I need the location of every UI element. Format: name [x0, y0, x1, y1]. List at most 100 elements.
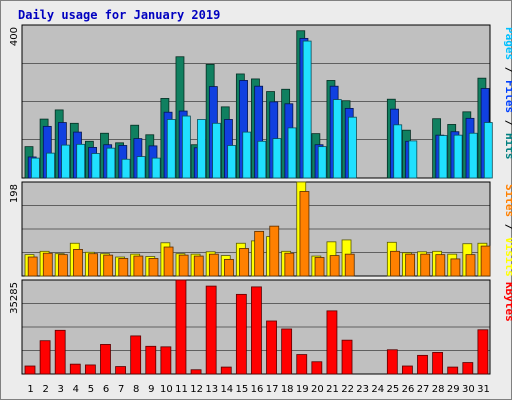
- kbytes-bar-kbytes-17: [266, 320, 277, 375]
- kbytes-bar-kbytes-18: [281, 328, 293, 375]
- x-tick-label-14: 14: [220, 384, 233, 395]
- kbytes-bar-kbytes-9: [145, 345, 157, 375]
- kbytes-bar-kbytes-3: [54, 329, 66, 375]
- x-tick-label-16: 16: [251, 384, 264, 395]
- kbytes-bar-kbytes-5: [84, 364, 96, 375]
- pages-files-hits-bar-pages-22: [348, 116, 357, 179]
- sites-visits-bar-sites-26: [405, 253, 416, 277]
- pages-files-hits-bar-pages-7: [121, 158, 131, 179]
- kbytes-bar-kbytes-8: [130, 335, 142, 375]
- sites-visits-bar-sites-9: [148, 258, 159, 277]
- kbytes-bar-kbytes-27: [417, 354, 428, 375]
- pages-files-hits-bar-pages-9: [151, 157, 161, 179]
- sites-visits-bar-sites-7: [118, 258, 129, 277]
- pages-files-hits-bar-pages-15: [242, 131, 252, 179]
- sites-visits-bar-sites-29: [450, 258, 461, 277]
- pages-files-hits-bar-pages-3: [61, 144, 70, 179]
- sites-visits-right-label: Sites / Visits: [503, 184, 512, 277]
- pages-files-hits-bar-pages-13: [212, 122, 221, 179]
- sites-visits-bar-sites-22: [344, 253, 355, 277]
- kbytes-bar-kbytes-4: [69, 363, 81, 375]
- x-tick-label-8: 8: [133, 384, 139, 395]
- pages-files-hits-right-label-part: /: [503, 60, 512, 80]
- x-tick-label-28: 28: [432, 384, 445, 395]
- kbytes-bar-kbytes-19: [296, 354, 308, 375]
- x-tick-label-20: 20: [311, 384, 324, 395]
- sites-visits-bar-sites-2: [42, 252, 53, 277]
- sites-visits-bar-sites-20: [314, 257, 325, 277]
- pages-files-hits-right-label-part: /: [503, 113, 512, 133]
- x-tick-label-17: 17: [266, 384, 279, 395]
- pages-files-hits-bar-pages-30: [468, 132, 478, 179]
- pages-files-hits-bar-pages-14: [227, 145, 237, 179]
- chart-title: Daily usage for January 2019: [18, 8, 220, 22]
- kbytes-bar-kbytes-25: [386, 349, 398, 375]
- sites-visits-bar-sites-8: [133, 255, 144, 277]
- pages-files-hits-bar-pages-25: [393, 124, 403, 179]
- x-tick-label-12: 12: [190, 384, 203, 395]
- pages-files-hits-bar-pages-20: [317, 146, 327, 179]
- x-tick-label-26: 26: [402, 384, 415, 395]
- kbytes-bar-kbytes-22: [341, 339, 353, 375]
- pages-files-hits-bar-pages-10: [166, 119, 176, 179]
- x-tick-label-5: 5: [88, 384, 94, 395]
- sites-visits-bar-sites-11: [178, 254, 189, 277]
- sites-visits-bar-sites-3: [57, 254, 68, 277]
- sites-visits-bar-sites-12: [193, 255, 204, 277]
- pages-files-hits-ymax-label: 400: [9, 27, 20, 46]
- sites-visits-bar-sites-14: [224, 258, 234, 277]
- sites-visits-ymax-label: 198: [9, 184, 20, 203]
- kbytes-right-label: KBytes: [503, 282, 512, 322]
- sites-visits-right-label-part: Sites: [503, 184, 512, 217]
- x-tick-label-1: 1: [27, 384, 33, 395]
- pages-files-hits-right-label-part: Hits: [503, 133, 512, 160]
- x-tick-label-10: 10: [160, 384, 173, 395]
- kbytes-bar-kbytes-7: [115, 366, 126, 375]
- kbytes-bar-kbytes-14: [220, 366, 232, 375]
- kbytes-bar-kbytes-26: [402, 365, 413, 375]
- x-tick-label-25: 25: [387, 384, 400, 395]
- kbytes-bar-kbytes-15: [235, 293, 247, 375]
- x-tick-label-4: 4: [73, 384, 79, 395]
- pages-files-hits-bar-pages-2: [46, 152, 55, 179]
- sites-visits-bar-sites-17: [269, 225, 280, 277]
- x-tick-label-15: 15: [236, 384, 249, 395]
- kbytes-bar-kbytes-1: [24, 365, 36, 375]
- sites-visits-bar-sites-31: [480, 245, 491, 277]
- sites-visits-bar-sites-6: [103, 254, 114, 277]
- kbytes-bar-kbytes-30: [462, 362, 474, 375]
- x-tick-label-11: 11: [175, 384, 188, 395]
- kbytes-bar-kbytes-28: [432, 352, 444, 375]
- x-tick-label-22: 22: [341, 384, 354, 395]
- pages-files-hits-right-label-part: Pages: [503, 27, 512, 60]
- kbytes-bar-kbytes-13: [205, 285, 217, 375]
- kbytes-ymax-label: 35285: [9, 282, 20, 314]
- pages-files-hits-bar-pages-31: [483, 122, 493, 179]
- kbytes-bar-kbytes-12: [190, 369, 202, 375]
- pages-files-hits-bar-pages-8: [136, 156, 146, 179]
- sites-visits-bar-sites-10: [163, 246, 174, 277]
- x-tick-label-31: 31: [477, 384, 490, 395]
- sites-visits-bar-sites-16: [254, 230, 265, 277]
- sites-visits-bar-sites-30: [465, 254, 476, 277]
- sites-visits-bar-sites-13: [208, 253, 219, 277]
- pages-files-hits-bar-pages-12: [197, 119, 206, 179]
- kbytes-bar-kbytes-21: [326, 310, 338, 375]
- kbytes-bar-kbytes-29: [447, 366, 459, 375]
- kbytes-bar-kbytes-20: [311, 361, 323, 375]
- pages-files-hits-bar-pages-18: [287, 127, 297, 179]
- sites-visits-right-label-part: Visits: [503, 237, 512, 277]
- x-tick-label-2: 2: [42, 384, 48, 395]
- pages-files-hits-bar-pages-19: [302, 40, 312, 179]
- sites-visits-bar-sites-15: [239, 248, 249, 277]
- x-tick-label-7: 7: [118, 384, 124, 395]
- pages-files-hits-bar-pages-21: [332, 99, 342, 179]
- pages-files-hits-bar-pages-16: [257, 140, 267, 179]
- pages-files-hits-bar-pages-5: [91, 153, 101, 179]
- pages-files-hits-bar-pages-26: [408, 140, 418, 179]
- sites-visits-bar-sites-28: [435, 254, 446, 277]
- x-tick-label-6: 6: [103, 384, 109, 395]
- pages-files-hits-right-label-part: Files: [503, 80, 512, 113]
- x-tick-label-29: 29: [447, 384, 460, 395]
